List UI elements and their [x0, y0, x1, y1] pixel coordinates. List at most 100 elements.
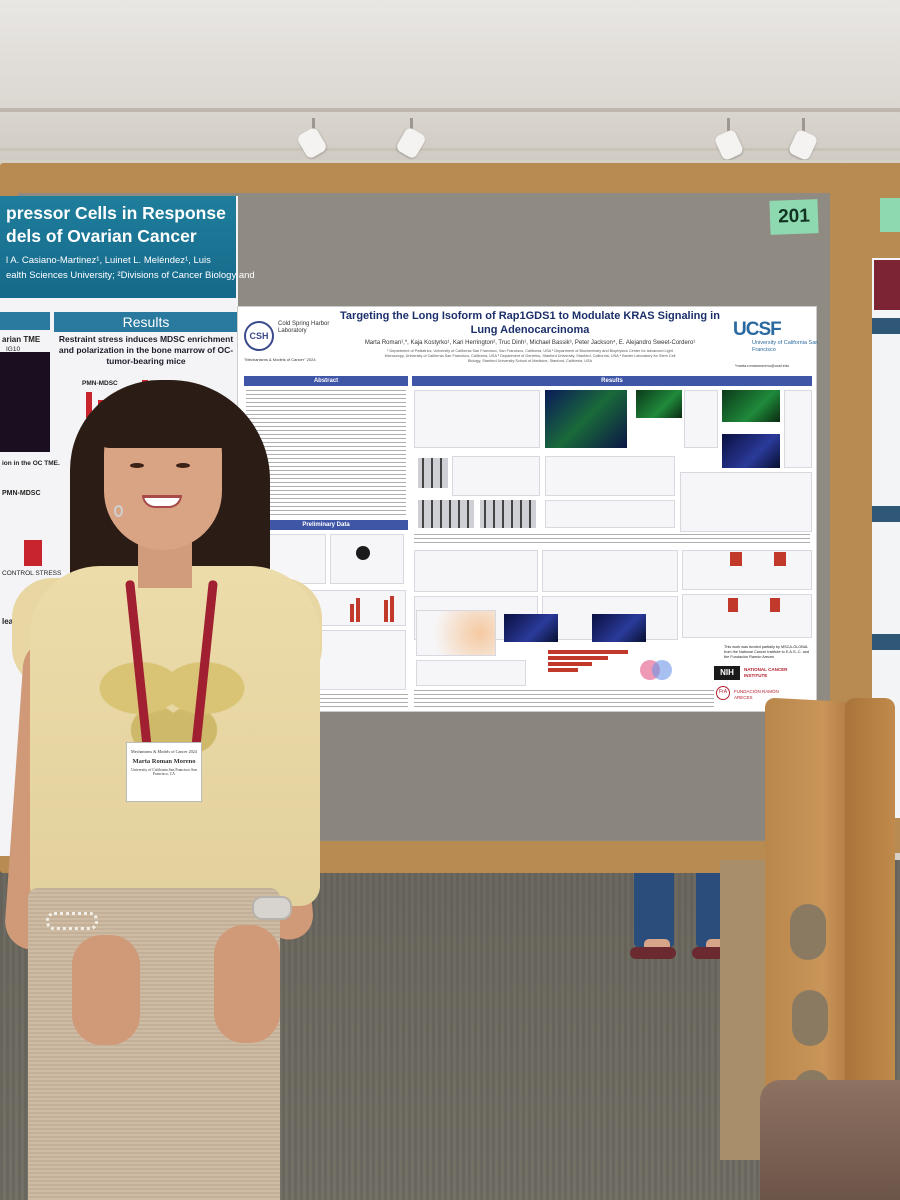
neighbor-poster-bar: [86, 392, 92, 418]
poster-board-surface: [240, 712, 812, 840]
spotlight-stem: [312, 118, 315, 136]
figure-panel: [416, 660, 526, 686]
microscopy-image: [636, 390, 682, 418]
neighbor-poster-label: PMN-MDSC: [2, 490, 41, 497]
fra-name: FUNDACIÓN RAMÓN ARECES: [734, 689, 779, 700]
neighbor-poster-section-band: [0, 312, 50, 330]
spotlight-stem: [727, 118, 730, 136]
bar: [548, 656, 608, 660]
figure-panel: [452, 456, 540, 496]
western-blot: [418, 500, 474, 528]
figure-panel: [545, 500, 675, 528]
microscopy-image: [504, 614, 558, 642]
bar: [774, 552, 786, 566]
figure-panel: [684, 390, 718, 448]
right-hand: [214, 925, 280, 1043]
microscopy-image: [722, 434, 780, 468]
bar: [356, 598, 360, 622]
microscopy-image: [722, 390, 780, 422]
figure-caption: [414, 534, 810, 546]
bar: [770, 598, 780, 612]
eye: [176, 463, 190, 468]
handbag: [760, 1080, 900, 1200]
neighbor-poster-authors: l A. Casiano-Martinez¹, Luinet L. Melénd…: [6, 255, 211, 266]
neighbor-poster-results-heading: Results: [54, 312, 238, 332]
nci-name: NATIONAL CANCER INSTITUTE: [744, 667, 788, 678]
meeting-name: "Mechanisms & Models of Cancer" 2024: [244, 357, 316, 362]
results-heading: Results: [412, 376, 812, 386]
board-number-tag: 201: [769, 199, 819, 235]
fra-logo: FrA: [716, 686, 730, 700]
bar: [390, 596, 394, 622]
figure-caption: [300, 694, 408, 708]
neighbor-poster-label: CONTROL STRESS: [2, 570, 62, 577]
figure-panel: [545, 456, 675, 496]
bar: [728, 598, 738, 612]
figure-panel: [682, 594, 812, 638]
figure-caption: [414, 690, 714, 708]
neighbor-poster-label: arian TME: [2, 335, 41, 344]
neighbor-poster-bar: [24, 540, 42, 566]
pearl-bracelet: [46, 912, 98, 930]
wristwatch: [252, 896, 292, 920]
abstract-text: [246, 390, 406, 516]
western-blot: [418, 458, 448, 488]
preliminary-data-heading: Preliminary Data: [244, 520, 408, 530]
scatter-cluster: [356, 546, 370, 560]
name-badge: Mechanisms & Models of Cancer 2024 Marta…: [126, 742, 202, 802]
adjacent-poster-section-band: [872, 318, 900, 334]
neighbor-poster-title-line: dels of Ovarian Cancer: [6, 226, 197, 246]
neighbor-poster-label: IG10: [6, 346, 21, 353]
badge-event: Mechanisms & Models of Cancer 2024: [131, 749, 197, 754]
chair-slot: [790, 904, 826, 960]
neighbor-poster-label: ion in the OC TME.: [2, 460, 60, 467]
neighbor-poster-label: PMN-MDSC: [82, 380, 118, 387]
eye: [130, 463, 144, 468]
funding-note: This work was funded partially by MSCA-G…: [724, 645, 810, 659]
figure-panel: [414, 390, 540, 448]
figure-panel: [682, 550, 812, 590]
neighbor-poster-micrograph: [0, 352, 50, 452]
ceiling: [0, 0, 900, 165]
figure-panel: [784, 390, 812, 468]
neighbor-poster-header: pressor Cells in Response dels of Ovaria…: [0, 196, 255, 298]
wooden-chair-back: [845, 698, 895, 1128]
microscopy-image: [545, 390, 627, 448]
contact-email: *marta.romanmoreno@ucsf.edu: [735, 364, 790, 368]
left-hand: [72, 935, 140, 1045]
ceiling-track-rail: [0, 148, 900, 151]
bar: [384, 600, 388, 622]
adjacent-poster-section-band: [872, 634, 900, 650]
adjacent-poster-section-band: [872, 506, 900, 522]
abstract-heading: Abstract: [244, 376, 408, 386]
poster-affiliations: ¹ Department of Pediatrics, University o…: [384, 349, 676, 363]
adjacent-board-number-tag: [880, 198, 900, 232]
figure-panel: [680, 472, 812, 532]
badge-name: Marta Roman Moreno: [132, 758, 196, 765]
bar: [548, 650, 628, 654]
figure-panel: [330, 534, 404, 584]
adjacent-poster-header: [874, 260, 900, 310]
butterfly-print: [92, 640, 252, 760]
badge-institution: University of California San Francisco S…: [131, 767, 197, 777]
bar: [350, 604, 354, 622]
western-blot: [480, 500, 536, 528]
bar: [730, 552, 742, 566]
poster-authors: Marta Roman¹,*, Kaja Kostyrko¹, Kari Her…: [364, 340, 696, 346]
figure-panel: [414, 550, 538, 592]
venn-circle: [652, 660, 672, 680]
ucsf-name: University of California San Francisco: [752, 340, 819, 353]
csh-name: Cold Spring Harbor Laboratory: [278, 321, 330, 334]
earring: [114, 505, 123, 517]
csh-logo: CSH: [244, 321, 274, 351]
nih-logo: NIH: [714, 666, 740, 680]
microscopy-image: [592, 614, 646, 642]
chair-slot: [792, 990, 828, 1046]
figure-panel: [542, 550, 678, 592]
bar: [548, 668, 578, 672]
ceiling-track-rail: [0, 108, 900, 112]
spotlight-stem: [410, 118, 413, 136]
bar: [548, 662, 592, 666]
neighbor-poster-affiliation: ealth Sciences University; ²Divisions of…: [6, 270, 255, 281]
ucsf-logo: UCSF: [733, 319, 782, 340]
